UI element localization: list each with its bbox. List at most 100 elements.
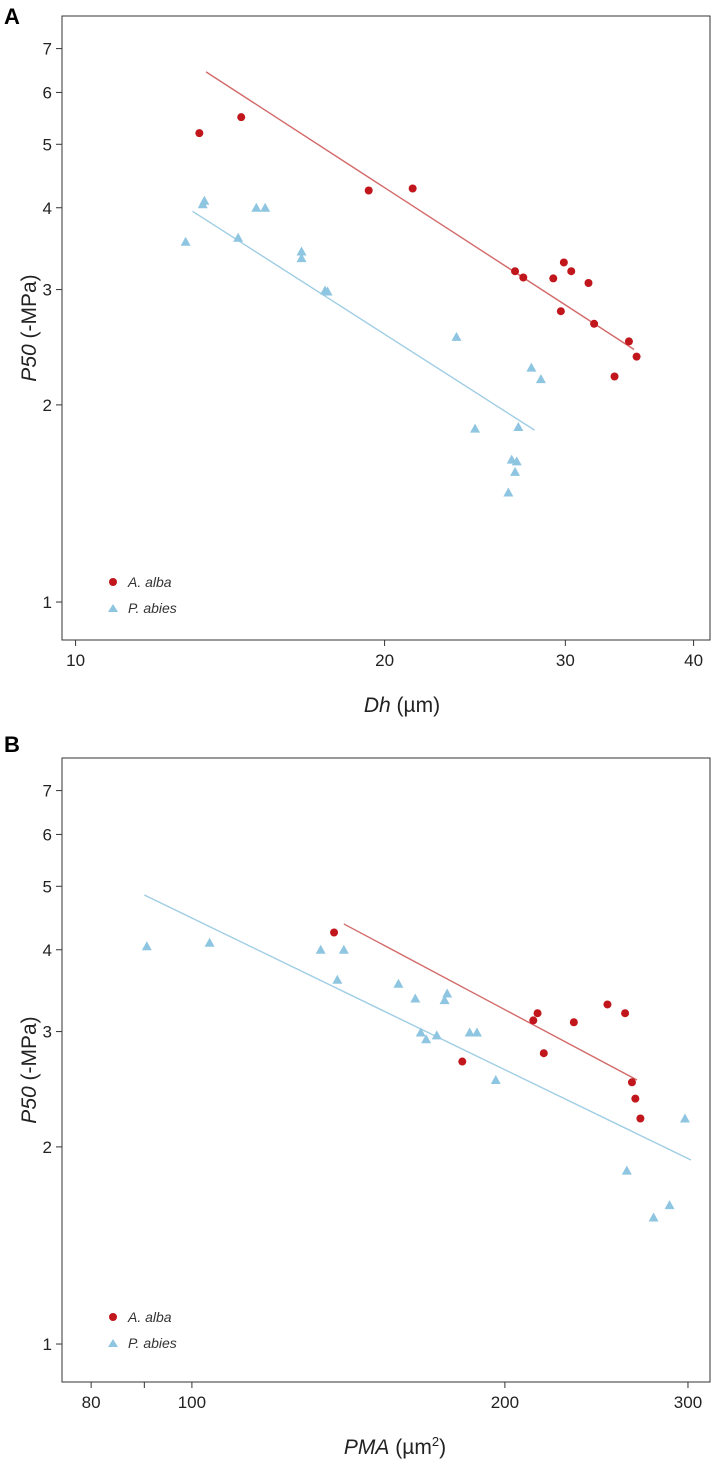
y-tick-label: 7	[43, 782, 52, 801]
point-alba	[567, 267, 576, 276]
point-abies	[260, 202, 271, 212]
panel-letter: A	[4, 4, 20, 29]
x-axis-label-unit: (µm	[389, 1436, 431, 1459]
y-tick-label: 4	[43, 941, 52, 960]
x-tick-label: 80	[82, 1393, 101, 1412]
point-alba	[559, 258, 568, 267]
axis-ticks: 1 2 3 4 5 6 7 10 20 30 40	[43, 40, 704, 670]
legend-marker-abies	[108, 604, 118, 612]
point-abies	[393, 978, 404, 988]
point-abies	[648, 1212, 659, 1222]
fit-lines	[192, 71, 635, 431]
point-abies	[315, 944, 326, 954]
legend-marker-alba	[109, 1313, 117, 1321]
y-axis-label: P50 (-MPa)	[18, 1016, 41, 1123]
y-axis-label-unit: (-MPa)	[18, 1016, 41, 1086]
point-abies	[513, 422, 524, 432]
point-abies	[199, 195, 210, 205]
point-alba	[569, 1018, 578, 1027]
point-abies	[451, 331, 462, 341]
point-alba	[624, 337, 633, 346]
point-abies	[510, 466, 521, 476]
plot-frame	[61, 757, 711, 1383]
panel-b: B 1 2 3 4 5 6 7 80 100 200 300 A. alba P. abies PM…	[4, 732, 711, 1459]
x-tick-label: 10	[66, 651, 85, 670]
point-abies	[415, 1027, 426, 1037]
panel-a: A 1 2 3 4 5 6 7 10 20 30 40 A. alba P. abies Dh (µ…	[4, 4, 711, 717]
point-alba	[590, 319, 599, 328]
x-axis-label-sup: 2	[432, 1434, 439, 1449]
y-axis-label-main: P50	[18, 344, 41, 382]
panel-letter: B	[4, 732, 20, 757]
point-abies	[621, 1165, 632, 1175]
data-points	[180, 113, 641, 497]
fit-lines	[144, 894, 692, 1161]
x-axis-label-unit: (µm)	[391, 694, 440, 717]
point-abies	[470, 423, 481, 433]
point-alba	[237, 113, 246, 122]
x-axis-label-main: PMA	[344, 1436, 390, 1459]
y-tick-label: 5	[43, 135, 52, 154]
point-alba	[195, 129, 204, 138]
point-alba	[549, 274, 558, 283]
x-tick-label: 100	[178, 1393, 206, 1412]
legend-marker-alba	[109, 578, 117, 586]
point-abies	[511, 456, 522, 466]
point-alba	[556, 307, 565, 316]
y-tick-label: 4	[43, 199, 52, 218]
point-abies	[296, 246, 307, 256]
point-alba	[584, 279, 593, 288]
y-tick-label: 2	[43, 396, 52, 415]
y-tick-label: 3	[43, 281, 52, 300]
x-axis-label-close: )	[439, 1436, 446, 1459]
point-abies	[503, 487, 514, 497]
x-axis-label: Dh (µm)	[364, 694, 440, 717]
fit-line-abies	[144, 894, 692, 1161]
point-alba	[533, 1009, 542, 1018]
y-tick-label: 5	[43, 877, 52, 896]
point-abies	[204, 937, 215, 947]
point-abies	[439, 995, 450, 1005]
y-axis-label-unit: (-MPa)	[18, 274, 41, 344]
y-tick-label: 6	[43, 825, 52, 844]
x-axis-label: PMA (µm2)	[344, 1434, 446, 1459]
point-abies	[233, 232, 244, 242]
point-abies	[322, 286, 333, 296]
legend: A. alba P. abies	[108, 574, 177, 616]
x-tick-label: 30	[556, 651, 575, 670]
legend-label-alba: A. alba	[127, 1309, 172, 1325]
point-abies	[664, 1200, 675, 1210]
point-abies	[421, 1034, 432, 1044]
point-alba	[519, 273, 528, 282]
fit-line-abies	[192, 210, 535, 431]
plot-frame	[61, 15, 711, 641]
y-tick-label: 6	[43, 83, 52, 102]
y-tick-label: 1	[43, 593, 52, 612]
point-abies	[431, 1030, 442, 1040]
point-abies	[526, 362, 537, 372]
data-points	[141, 928, 690, 1222]
point-abies	[141, 941, 152, 951]
point-abies	[296, 253, 307, 263]
legend-label-abies: P. abies	[128, 600, 177, 616]
axis-ticks: 1 2 3 4 5 6 7 80 100 200 300	[43, 782, 703, 1412]
point-alba	[364, 186, 373, 195]
point-alba	[610, 372, 619, 381]
point-alba	[458, 1057, 467, 1066]
x-axis-label-main: Dh	[364, 694, 391, 717]
legend-label-alba: A. alba	[127, 574, 172, 590]
point-abies	[679, 1113, 690, 1123]
y-axis-label-main: P50	[18, 1086, 41, 1124]
fit-line-alba	[205, 71, 635, 351]
point-alba	[603, 1000, 612, 1009]
point-abies	[471, 1027, 482, 1037]
x-tick-label: 20	[375, 651, 394, 670]
x-tick-label: 200	[491, 1393, 519, 1412]
legend: A. alba P. abies	[108, 1309, 177, 1351]
point-abies	[410, 993, 421, 1003]
point-alba	[408, 184, 417, 193]
x-tick-label: 300	[674, 1393, 702, 1412]
point-abies	[464, 1027, 475, 1037]
point-alba	[539, 1049, 548, 1058]
